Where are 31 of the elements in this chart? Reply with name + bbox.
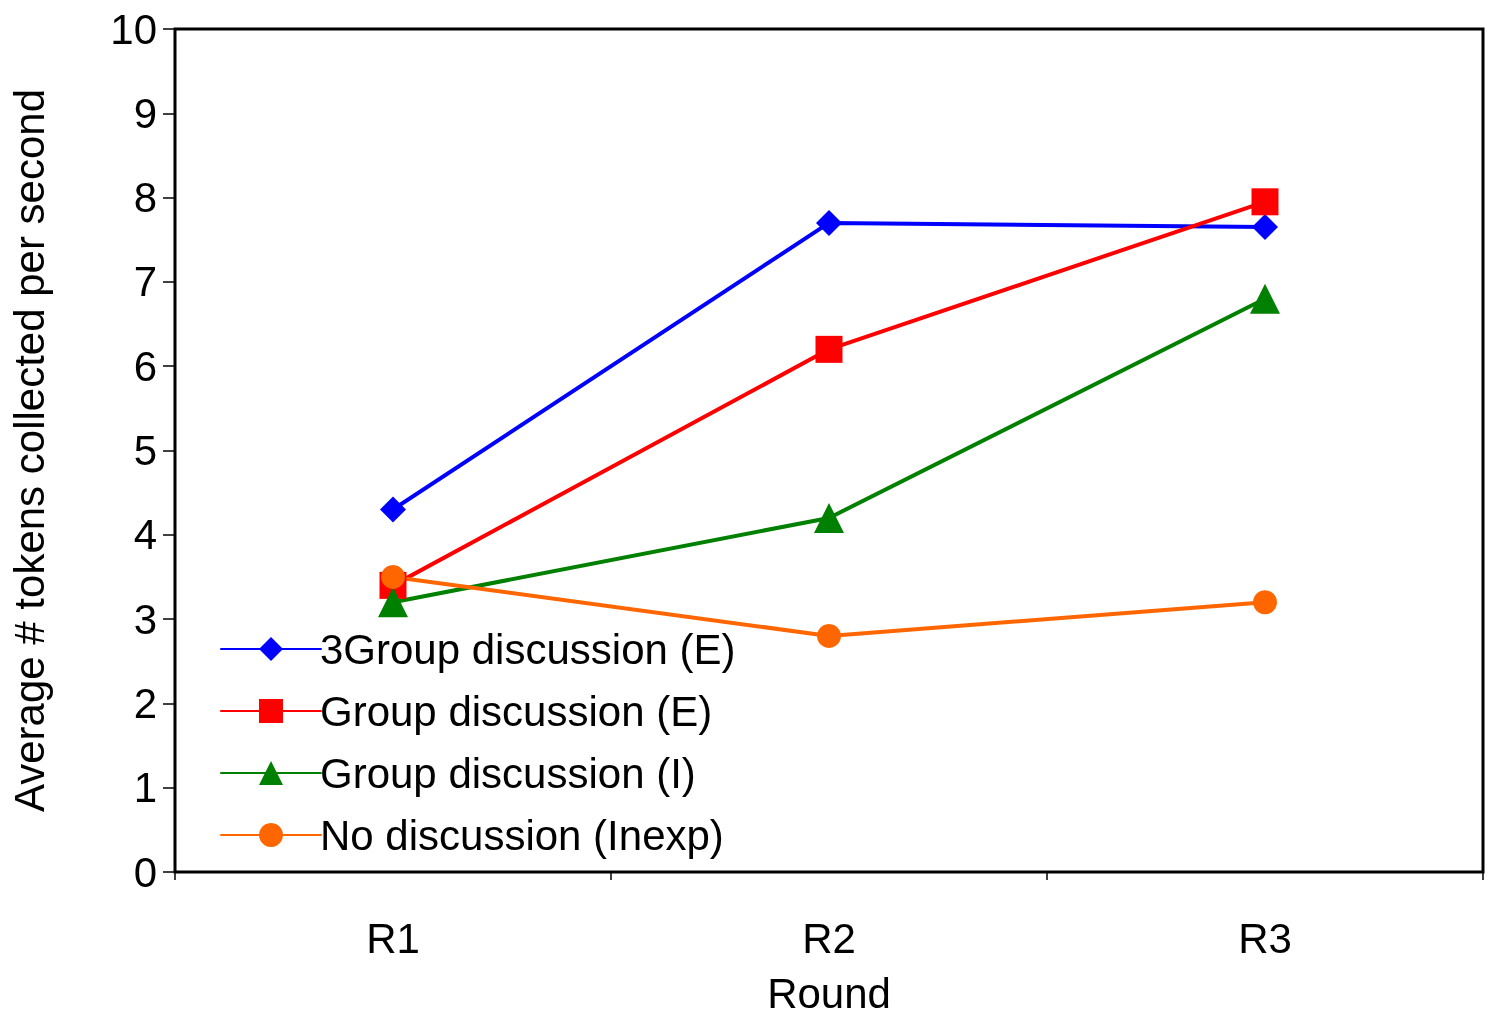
point [378,587,408,618]
y-tick-label: 6 [133,342,157,390]
point [1251,188,1279,216]
point [381,564,405,589]
y-tick-label: 10 [110,5,157,53]
x-tick-label: R1 [366,914,420,962]
legend-label: Group discussion (I) [320,749,696,797]
y-tick-label: 7 [133,258,157,306]
legend-label: Group discussion (E) [320,687,713,735]
point [816,209,842,236]
y-tick-label: 4 [133,511,157,559]
y-tick-label: 2 [133,679,157,727]
point [815,335,843,363]
point [1250,283,1280,314]
y-tick-label: 0 [133,848,157,896]
x-tick-label: R3 [1238,914,1292,962]
point [814,502,844,533]
x-axis-title: Round [767,969,891,1017]
y-tick-label: 5 [133,427,157,474]
legend-label: 3Group discussion (E) [320,625,736,673]
point [380,496,406,523]
legend-label: No discussion (Inexp) [320,811,724,859]
x-tick-label: R2 [802,914,856,962]
point [1252,214,1278,241]
y-tick-label: 3 [133,595,157,643]
y-tick-label: 9 [133,89,157,137]
y-tick-label: 8 [133,174,157,222]
y-axis-title: Average # tokens collected per second [5,88,53,813]
point [817,623,841,648]
point [1253,590,1277,615]
y-tick-label: 1 [133,764,157,812]
